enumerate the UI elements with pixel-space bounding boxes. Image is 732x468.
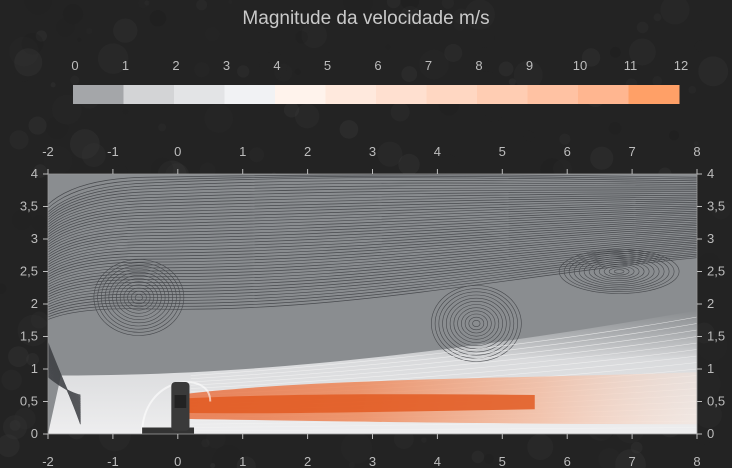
colorbar-segment — [174, 85, 225, 104]
colorbar-tick-label: 12 — [674, 58, 688, 73]
y-tick-label-left: 3,5 — [20, 199, 38, 214]
x-tick-label-top: 8 — [693, 144, 700, 159]
colorbar-segment — [578, 85, 629, 104]
colorbar-tick-label: 7 — [425, 58, 432, 73]
colorbar-segment — [325, 85, 377, 104]
y-tick-label-left: 1,5 — [20, 329, 38, 344]
y-tick-label-right: 3,5 — [707, 199, 725, 214]
x-tick-label-top: 0 — [174, 144, 181, 159]
colorbar-segment — [275, 85, 326, 104]
vortex — [558, 249, 680, 294]
colorbar-tick-label: 5 — [324, 58, 331, 73]
y-tick-label-left: 0 — [31, 426, 38, 441]
colorbar-tick-label: 9 — [526, 58, 533, 73]
fan-device — [141, 381, 212, 434]
colorbar-tick-label: 8 — [475, 58, 482, 73]
colorbar-segment — [123, 85, 175, 104]
y-tick-label-left: 2 — [31, 296, 38, 311]
colorbar — [73, 85, 680, 104]
x-tick-label-bottom: 4 — [434, 454, 441, 468]
colorbar-segment — [376, 85, 427, 104]
y-tick-label-left: 2,5 — [20, 264, 38, 279]
y-tick-label-right: 3 — [707, 231, 714, 246]
colorbar-tick-label: 11 — [624, 58, 638, 73]
colorbar-segment — [628, 85, 680, 104]
x-tick-label-bottom: -2 — [42, 454, 54, 468]
jet-plume — [177, 372, 697, 425]
velocity-field — [48, 174, 697, 434]
colorbar-tick-label: 3 — [223, 58, 230, 73]
colorbar-tick-label: 1 — [122, 58, 129, 73]
y-tick-label-right: 2,5 — [707, 264, 725, 279]
colorbar-tick-label: 6 — [374, 58, 381, 73]
colorbar-tick-label: 2 — [172, 58, 179, 73]
x-tick-label-top: 1 — [239, 144, 246, 159]
colorbar-tick-label: 4 — [273, 58, 280, 73]
y-tick-label-right: 1,5 — [707, 329, 725, 344]
y-tick-label-right: 4 — [707, 166, 714, 181]
streamlines — [48, 174, 697, 425]
x-tick-label-top: 4 — [434, 144, 441, 159]
y-tick-label-right: 0 — [707, 426, 714, 441]
colorbar-ticks: 0 1 2 3 4 5 6 7 8 9 10 11 12 — [71, 58, 688, 73]
vortex — [431, 285, 522, 362]
x-tick-label-bottom: 2 — [304, 454, 311, 468]
x-tick-label-bottom: 7 — [628, 454, 635, 468]
y-tick-label-right: 1 — [707, 361, 714, 376]
x-tick-label-top: 3 — [369, 144, 376, 159]
x-tick-label-top: 7 — [628, 144, 635, 159]
x-tick-label-top: 5 — [499, 144, 506, 159]
colorbar-tick-label: 0 — [71, 58, 78, 73]
x-tick-label-bottom: 5 — [499, 454, 506, 468]
x-tick-label-bottom: 8 — [693, 454, 700, 468]
y-tick-label-right: 0,5 — [707, 394, 725, 409]
colorbar-segment — [527, 85, 579, 104]
x-tick-label-top: -1 — [107, 144, 119, 159]
x-tick-label-bottom: 3 — [369, 454, 376, 468]
x-tick-label-bottom: 1 — [239, 454, 246, 468]
colorbar-segment — [73, 85, 124, 104]
vortex — [93, 259, 185, 336]
x-tick-label-top: 2 — [304, 144, 311, 159]
x-tick-label-bottom: 0 — [174, 454, 181, 468]
colorbar-segment — [477, 85, 528, 104]
plot-area — [47, 173, 698, 435]
colorbar-tick-label: 10 — [573, 58, 587, 73]
x-tick-label-top: 6 — [564, 144, 571, 159]
chart-title: Magnitude da velocidade m/s — [242, 8, 490, 29]
colorbar-segment — [426, 85, 478, 104]
y-tick-label-left: 0,5 — [20, 394, 38, 409]
y-tick-label-left: 1 — [31, 361, 38, 376]
y-tick-label-right: 2 — [707, 296, 714, 311]
colorbar-segment — [224, 85, 276, 104]
x-tick-label-bottom: -1 — [107, 454, 119, 468]
y-tick-label-left: 3 — [31, 231, 38, 246]
x-tick-label-top: -2 — [42, 144, 54, 159]
x-tick-label-bottom: 6 — [564, 454, 571, 468]
y-tick-label-left: 4 — [31, 166, 38, 181]
